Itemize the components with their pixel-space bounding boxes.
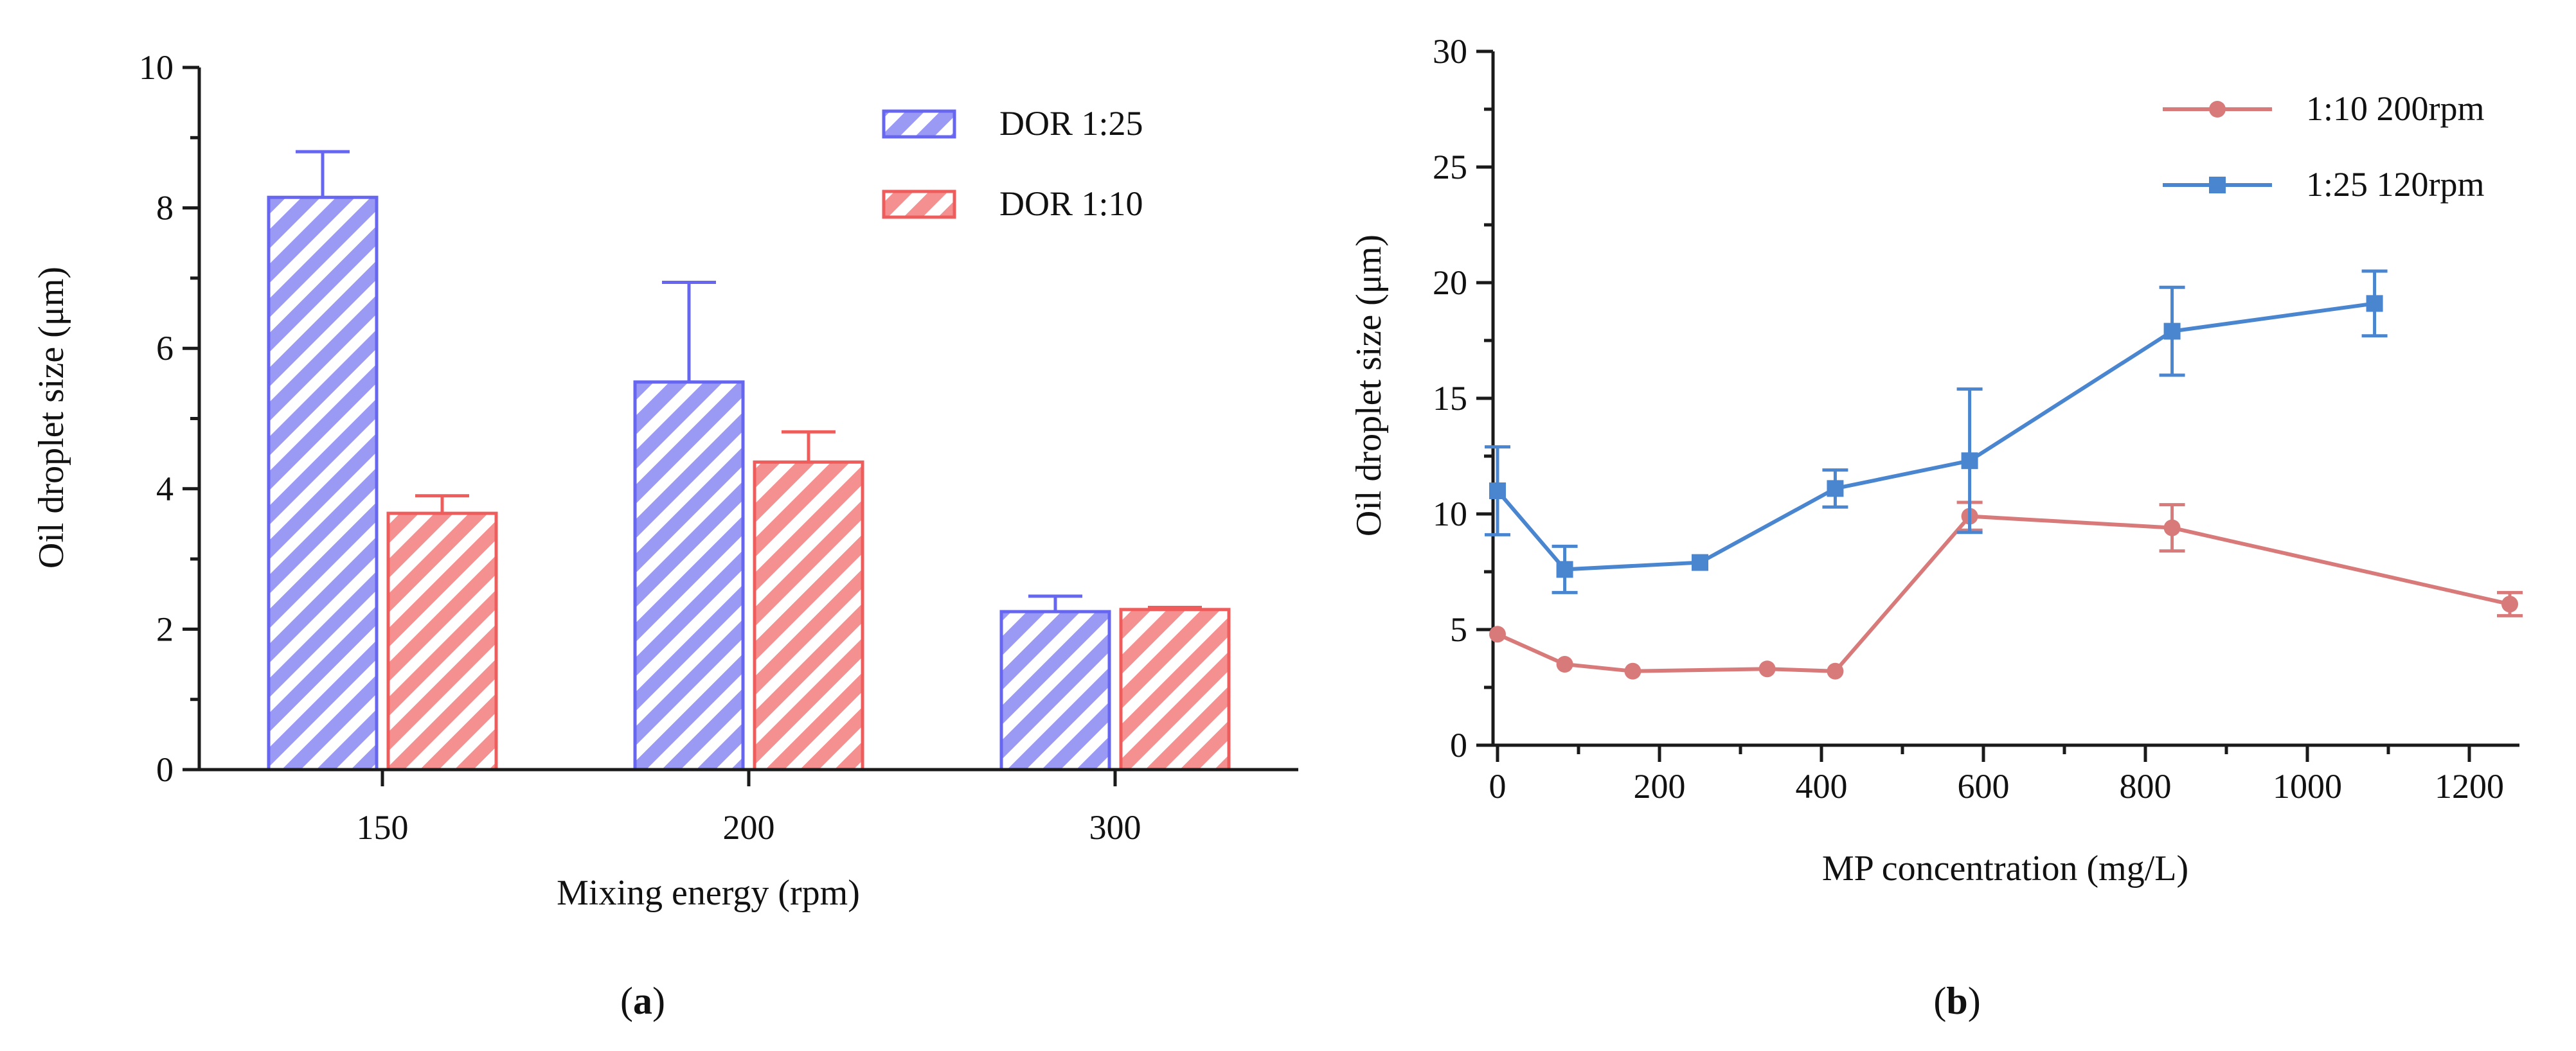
x-tick-label: 300	[1089, 808, 1141, 847]
line-chart-legend: 1:10 200rpm 1:25 120rpm	[2163, 89, 2485, 204]
x-axis-title: Mixing energy (rpm)	[557, 873, 860, 913]
series-1-10-200rpm	[1489, 500, 2523, 680]
y-tick-label: 20	[1433, 263, 1467, 302]
y-tick-label: 2	[156, 610, 174, 648]
line-chart-axes: 0 5 10 15 20 25 30 0 200 400 600 800 1000 1200	[1433, 32, 2519, 806]
bar-dor-1-25-150	[267, 195, 379, 772]
legend-swatch-dor-1-25	[882, 109, 956, 139]
x-axis-title: MP concentration (mg/L)	[1822, 849, 2188, 888]
legend-marker-1-10-200rpm	[2209, 101, 2226, 118]
bar-chart-panel: 0 2 4 6 8 10 150 200 300 DOR 1:25 DOR 1:10 Mixin…	[31, 48, 1298, 1022]
data-point	[1556, 561, 1573, 578]
x-tick-label: 200	[723, 808, 775, 847]
line-chart-marks	[1485, 269, 2523, 680]
x-tick-label: 150	[357, 808, 409, 847]
y-tick-label: 0	[1450, 726, 1467, 764]
x-tick-label: 1000	[2273, 767, 2342, 806]
y-tick-label: 8	[156, 189, 174, 227]
x-tick-label: 200	[1634, 767, 1686, 806]
data-point	[1827, 662, 1844, 680]
legend-marker-1-25-120rpm	[2209, 177, 2226, 193]
y-tick-label: 10	[139, 48, 174, 87]
panel-label-a: (a)	[620, 980, 665, 1022]
legend-label-dor-1-25: DOR 1:25	[999, 104, 1143, 143]
data-point	[2163, 519, 2181, 536]
bar-dor-1-10-150	[386, 511, 498, 772]
y-tick-label: 25	[1433, 148, 1467, 186]
y-tick-label: 5	[1450, 610, 1467, 649]
series-1-25-120rpm	[1485, 269, 2388, 594]
data-point	[1489, 626, 1506, 643]
y-tick-label: 10	[1433, 495, 1467, 533]
data-point	[1758, 660, 1776, 678]
bar-chart-marks	[267, 150, 1231, 772]
legend-swatch-dor-1-10	[882, 190, 956, 219]
y-tick-label: 15	[1433, 379, 1467, 418]
legend-label-dor-1-10: DOR 1:10	[999, 184, 1143, 223]
y-tick-label: 30	[1433, 32, 1467, 71]
data-point	[1489, 482, 1506, 499]
data-point	[1827, 480, 1844, 497]
x-tick-label: 1200	[2435, 767, 2504, 806]
y-axis-title: Oil droplet size (μm)	[1349, 234, 1389, 536]
data-point	[2366, 295, 2383, 312]
data-point	[1692, 554, 1708, 571]
y-tick-label: 6	[156, 329, 174, 367]
bar-chart-axes: 0 2 4 6 8 10 150 200 300	[139, 48, 1298, 847]
data-point	[2501, 596, 2518, 613]
legend-label-1-10-200rpm: 1:10 200rpm	[2306, 89, 2485, 128]
x-tick-label: 400	[1796, 767, 1848, 806]
panel-label-b: (b)	[1933, 980, 1980, 1022]
data-point	[1556, 656, 1573, 673]
legend-label-1-25-120rpm: 1:25 120rpm	[2306, 165, 2485, 204]
data-point	[1961, 452, 1978, 470]
bar-dor-1-25-300	[999, 610, 1111, 772]
x-tick-label: 600	[1958, 767, 2010, 806]
series-line-1-10-200rpm	[1496, 514, 2510, 673]
data-point	[1624, 662, 1641, 680]
line-chart-panel: 0 5 10 15 20 25 30 0 200 400 600 800 1000 1200 1:10 2…	[1349, 32, 2523, 1022]
y-tick-label: 4	[156, 470, 174, 508]
bar-chart-legend: DOR 1:25 DOR 1:10	[882, 104, 1143, 223]
y-axis-title: Oil droplet size (μm)	[31, 267, 71, 569]
bar-dor-1-25-200	[633, 380, 745, 772]
y-tick-label: 0	[156, 750, 174, 789]
x-tick-label: 0	[1489, 767, 1507, 806]
bar-dor-1-10-300	[1119, 608, 1231, 772]
data-point	[2163, 322, 2181, 340]
series-line-1-25-120rpm	[1496, 301, 2375, 572]
x-tick-label: 800	[2120, 767, 2172, 806]
bar-dor-1-10-200	[753, 460, 864, 772]
